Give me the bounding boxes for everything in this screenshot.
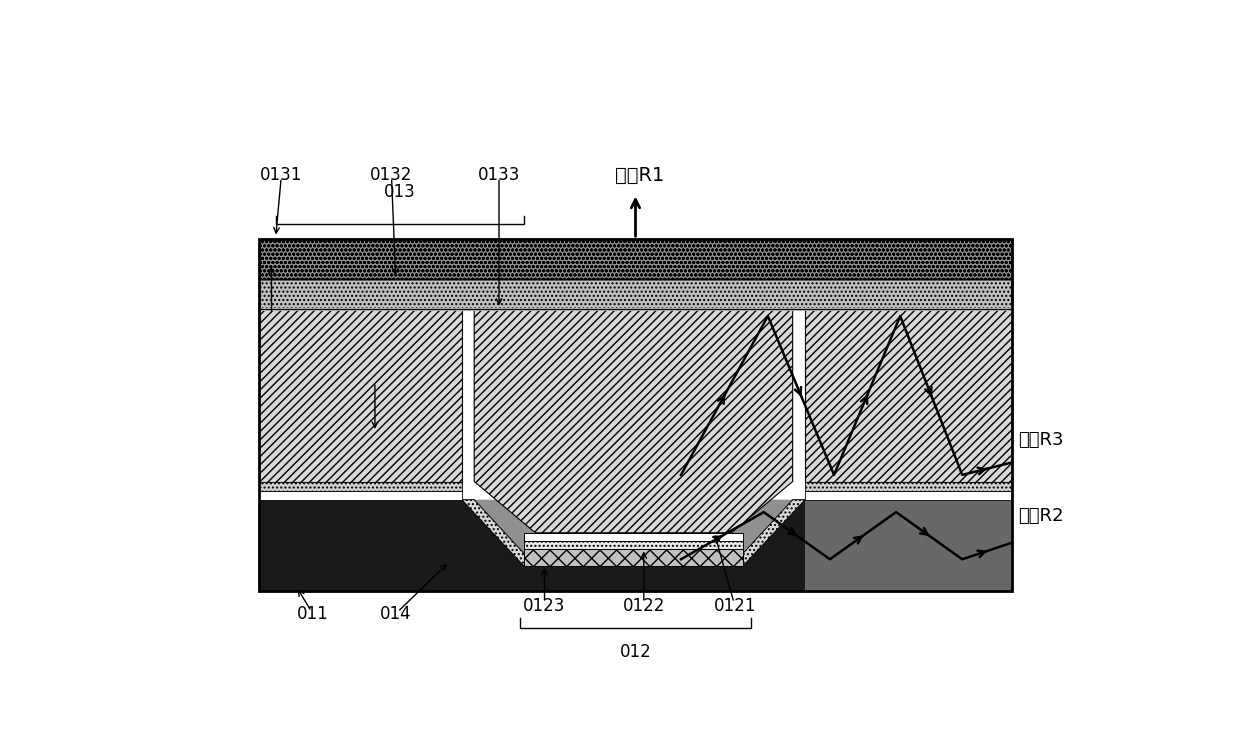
Bar <box>805 492 1012 500</box>
Text: 011: 011 <box>298 605 329 623</box>
Text: 012: 012 <box>620 643 651 661</box>
Text: 0122: 0122 <box>622 596 665 614</box>
Polygon shape <box>474 310 792 533</box>
Bar <box>259 492 461 500</box>
Bar <box>259 239 1012 591</box>
Bar <box>805 500 1012 591</box>
Bar <box>805 481 1012 492</box>
Bar <box>259 279 1012 310</box>
Bar <box>259 481 461 492</box>
Polygon shape <box>461 500 536 566</box>
Bar <box>259 500 1012 591</box>
Polygon shape <box>461 500 805 566</box>
Text: 014: 014 <box>379 605 412 623</box>
Text: 0133: 0133 <box>477 165 521 183</box>
Text: 013: 013 <box>384 183 415 201</box>
Text: 0121: 0121 <box>713 596 756 614</box>
Bar <box>523 533 743 541</box>
Text: 光线R1: 光线R1 <box>615 166 665 186</box>
Text: 0123: 0123 <box>523 596 565 614</box>
Text: 光线R2: 光线R2 <box>1018 508 1063 525</box>
Bar <box>259 310 461 481</box>
Bar <box>259 239 1012 279</box>
Polygon shape <box>732 500 805 566</box>
Bar <box>259 308 1012 311</box>
Text: 0132: 0132 <box>371 165 413 183</box>
Bar <box>523 550 743 566</box>
Text: 0131: 0131 <box>260 165 303 183</box>
Bar <box>523 541 743 549</box>
Bar <box>805 310 1012 481</box>
Bar <box>259 500 1012 591</box>
Text: 光线R3: 光线R3 <box>1018 431 1063 449</box>
